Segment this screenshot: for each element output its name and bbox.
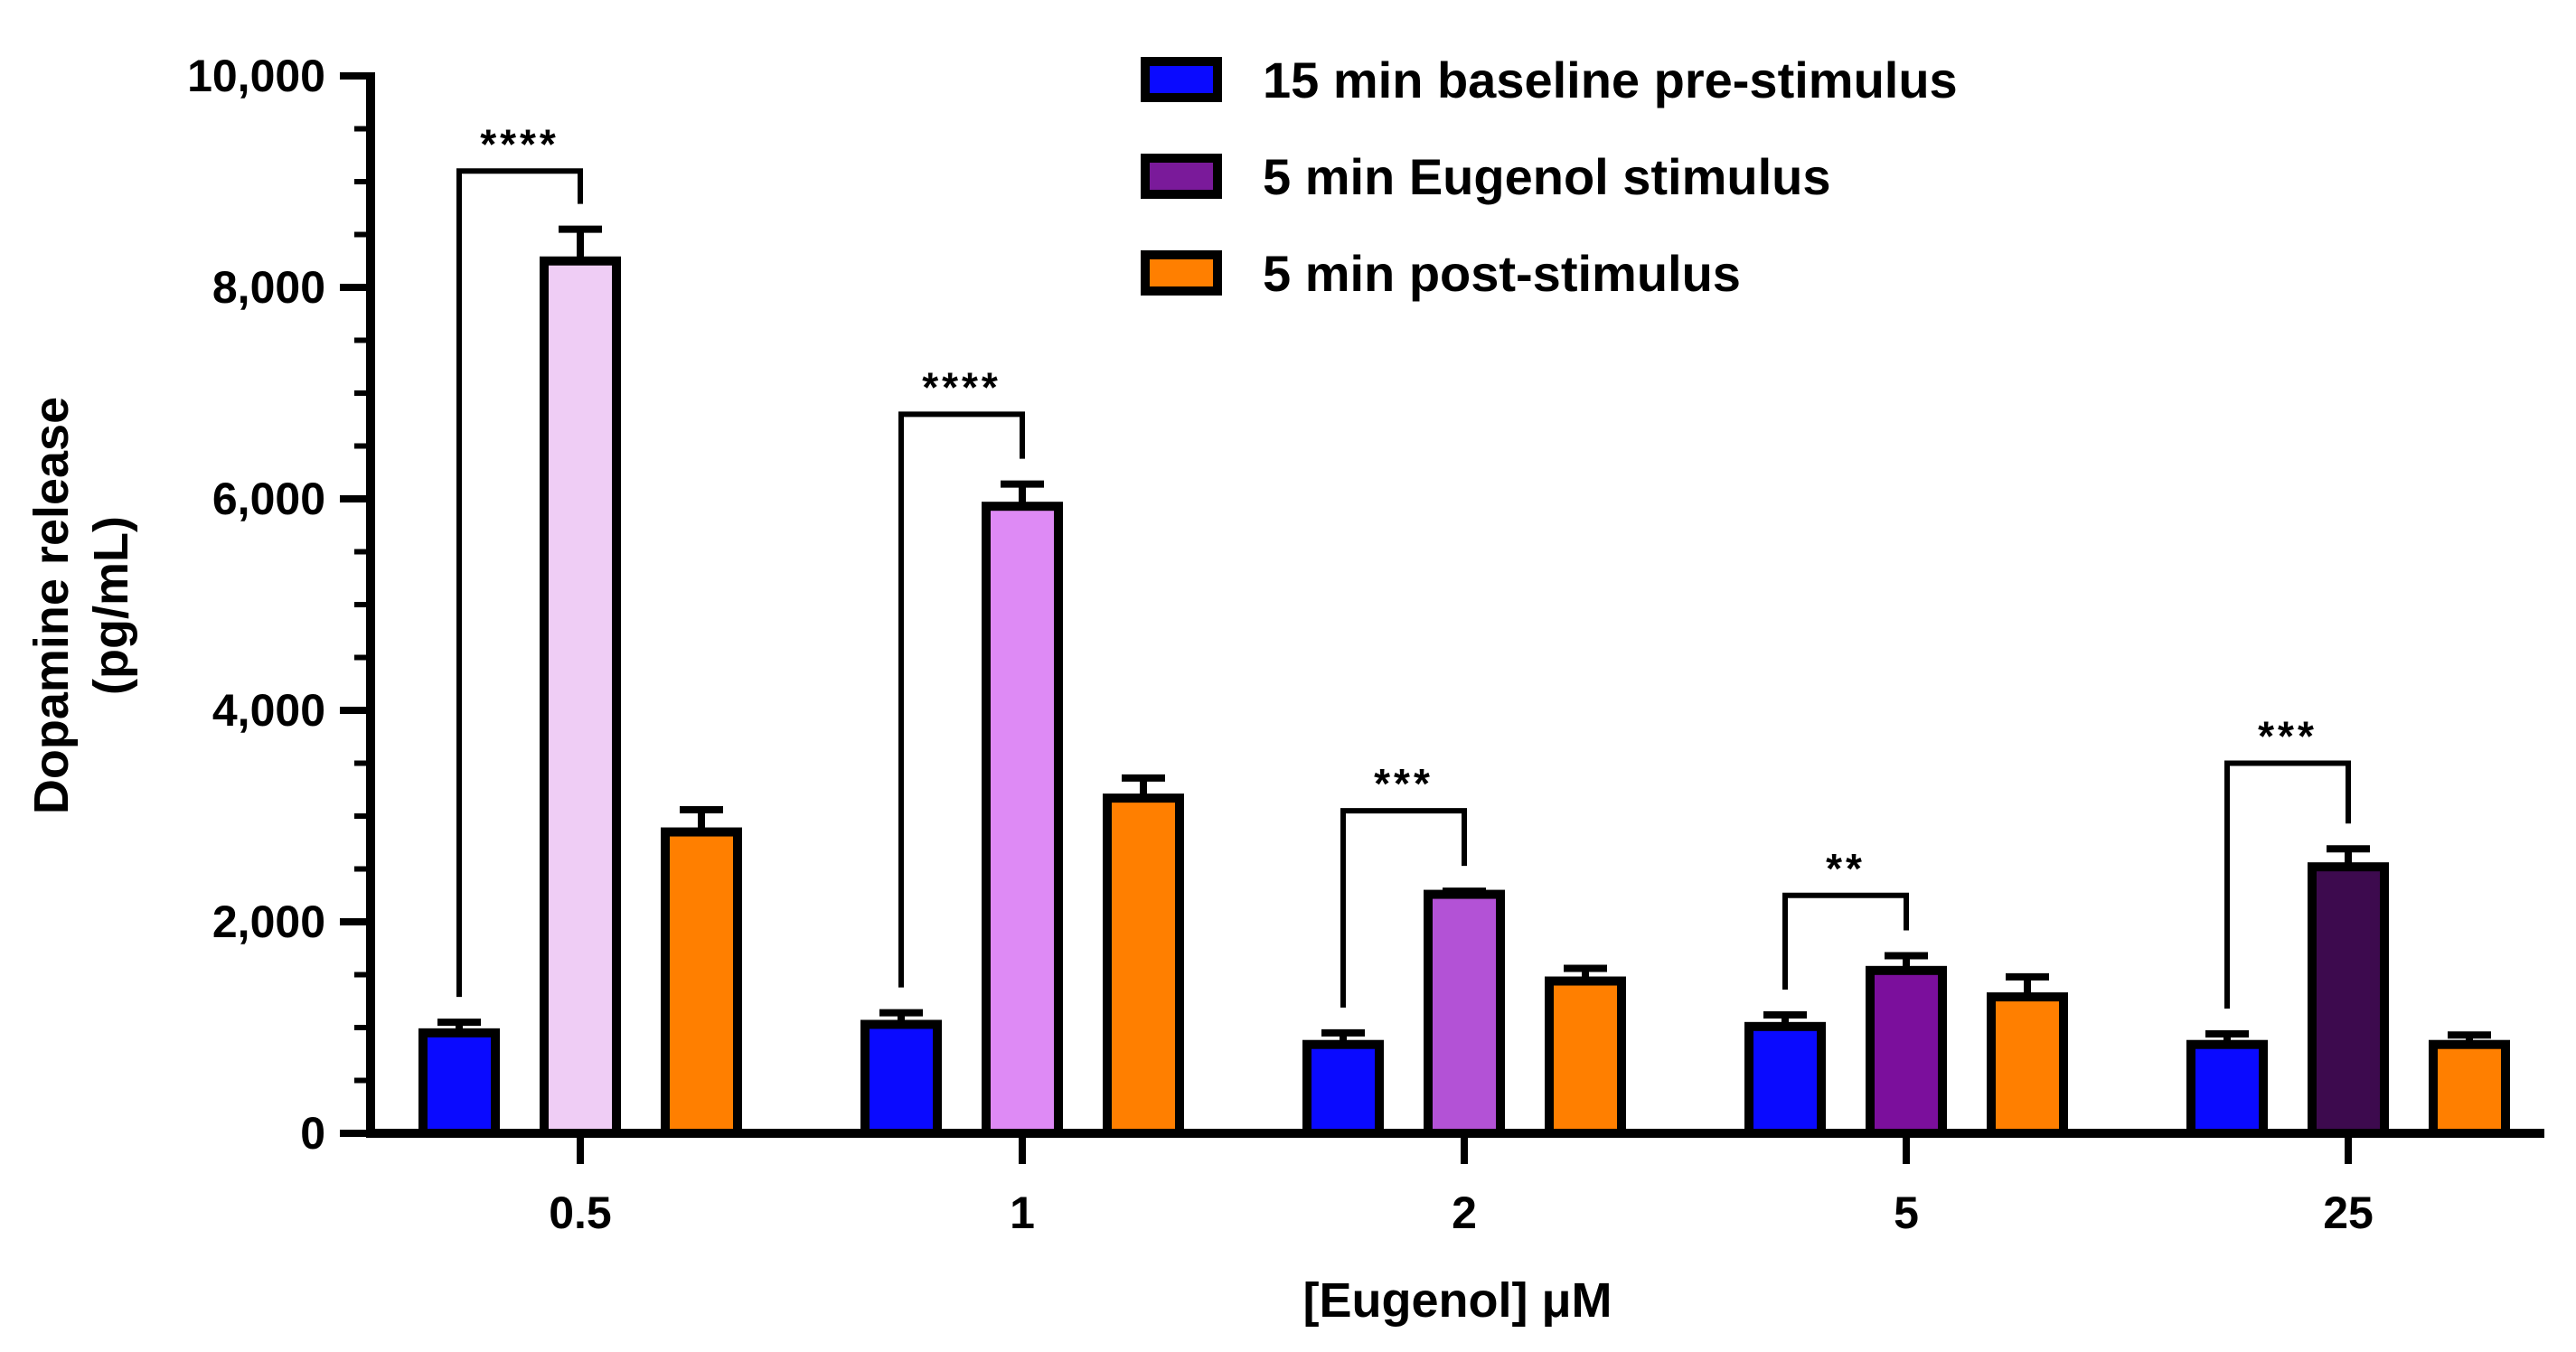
significance-layer: **************** — [456, 120, 2351, 1009]
y-tick-label-6000: 6,000 — [212, 474, 325, 524]
bars-layer — [418, 225, 2510, 1139]
legend-label-3: 5 min post-stimulus — [1263, 245, 1741, 302]
bar-3-1 — [1103, 793, 1184, 1138]
bar-3-25 — [2429, 1039, 2510, 1138]
bar-2-5 — [1866, 965, 1947, 1138]
legend-swatch-2 — [1141, 154, 1222, 199]
significance-bracket-5 — [1782, 892, 1909, 990]
bar-3-0_5 — [661, 827, 742, 1138]
significance-label-2: *** — [1374, 760, 1434, 807]
y-tick-label-0: 0 — [300, 1108, 325, 1159]
y-axis-title-line: Dopamine release — [24, 397, 79, 814]
y-tick-label-2000: 2,000 — [212, 897, 325, 947]
x-axis-title: [Eugenol] μM — [1303, 1273, 1612, 1328]
x-tick-label-25: 25 — [2323, 1188, 2374, 1238]
significance-bracket-1 — [898, 411, 1025, 988]
x-tick-label-0_5: 0.5 — [549, 1188, 612, 1238]
y-axis-title: Dopamine release (pg/mL) — [24, 397, 138, 814]
x-tick-label-5: 5 — [1894, 1188, 1919, 1238]
bar-1-2 — [1302, 1039, 1384, 1138]
significance-bracket-0_5 — [456, 168, 583, 998]
legend-label-2: 5 min Eugenol stimulus — [1263, 148, 1831, 205]
bar-2-1 — [982, 502, 1063, 1138]
bar-2-0_5 — [540, 256, 621, 1138]
bar-1-5 — [1744, 1021, 1826, 1138]
bar-1-0_5 — [418, 1028, 500, 1138]
significance-bracket-25 — [2224, 760, 2351, 1009]
significance-label-5: ** — [1826, 845, 1866, 892]
y-tick-label-4000: 4,000 — [212, 685, 325, 736]
significance-bracket-2 — [1340, 808, 1467, 1008]
legend: 15 min baseline pre-stimulus 5 min Eugeno… — [1141, 52, 1958, 302]
legend-swatch-1 — [1141, 57, 1222, 102]
bar-2-2 — [1424, 889, 1505, 1139]
y-tick-label-8000: 8,000 — [212, 262, 325, 313]
bar-2-25 — [2308, 862, 2389, 1138]
significance-label-25: *** — [2258, 713, 2317, 760]
legend-label-1: 15 min baseline pre-stimulus — [1263, 52, 1958, 108]
y-axis-title-line: (pg/mL) — [84, 516, 138, 695]
legend-swatch-3 — [1141, 250, 1222, 296]
bar-1-25 — [2186, 1039, 2268, 1138]
y-tick-label-10000: 10,000 — [187, 51, 325, 101]
significance-label-1: **** — [922, 363, 1001, 410]
bar-1-1 — [860, 1019, 942, 1138]
significance-label-0_5: **** — [480, 120, 559, 167]
x-tick-label-2: 2 — [1452, 1188, 1477, 1238]
x-tick-label-1: 1 — [1010, 1188, 1035, 1238]
bar-3-5 — [1987, 992, 2068, 1138]
bar-3-2 — [1545, 976, 1626, 1139]
